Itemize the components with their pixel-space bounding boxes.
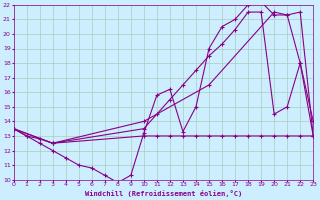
X-axis label: Windchill (Refroidissement éolien,°C): Windchill (Refroidissement éolien,°C) — [85, 190, 242, 197]
